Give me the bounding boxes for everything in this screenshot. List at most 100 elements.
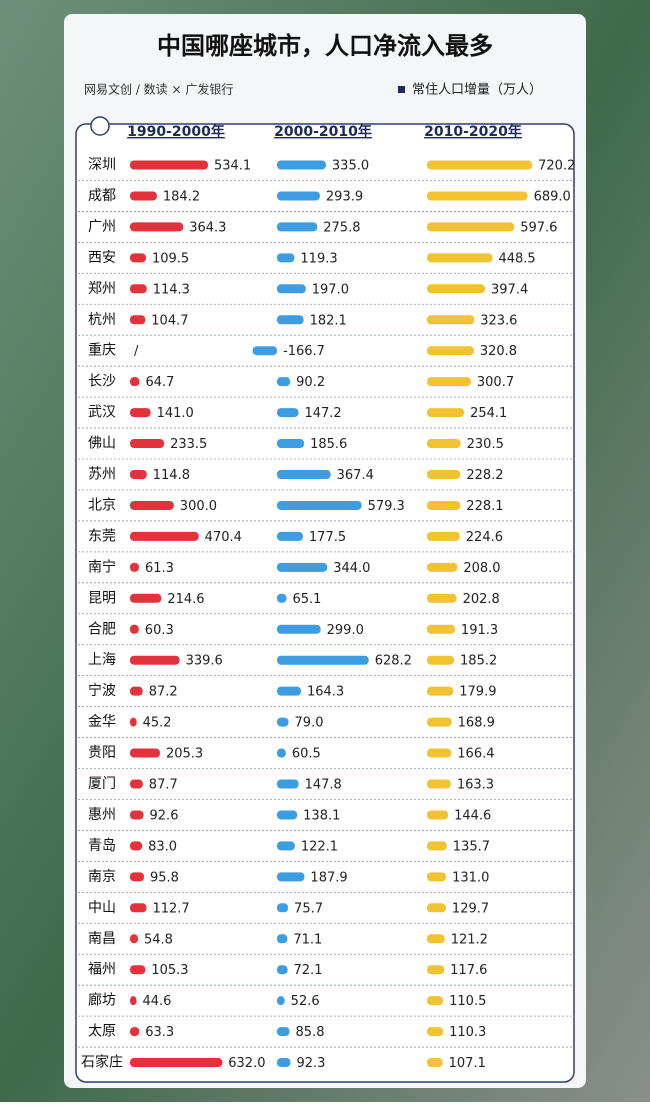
value-label: 104.7: [151, 313, 188, 328]
value-label: 323.6: [480, 313, 517, 328]
value-label: 224.6: [466, 530, 503, 545]
bar: [277, 408, 299, 418]
value-label: 230.5: [467, 437, 504, 452]
bar: [427, 531, 460, 541]
bar: [427, 160, 533, 170]
bar: [130, 1027, 140, 1037]
bar: [277, 748, 286, 758]
value-label: -166.7: [283, 344, 325, 359]
bar: [277, 841, 295, 851]
value-label: 109.5: [152, 251, 189, 266]
bar: [277, 965, 288, 975]
bar: [427, 810, 449, 820]
bar: [427, 500, 461, 510]
bar: [252, 346, 277, 356]
bar: [427, 965, 445, 975]
category-label: 福州: [88, 962, 116, 978]
bar: [277, 872, 305, 882]
value-label: 197.0: [312, 282, 349, 297]
value-label: 119.3: [300, 251, 337, 266]
bar: [427, 284, 486, 294]
value-label: 117.6: [450, 963, 487, 978]
value-label: 233.5: [170, 437, 207, 452]
bar: [277, 934, 288, 944]
category-label: 南京: [88, 869, 116, 885]
bar: [427, 748, 452, 758]
value-label: 131.0: [452, 870, 489, 885]
category-label: 太原: [88, 1024, 116, 1040]
value-label: 335.0: [332, 159, 369, 174]
category-label: 中山: [88, 900, 116, 916]
bar: [277, 1027, 290, 1037]
bar: [277, 253, 295, 263]
value-label: 166.4: [457, 747, 494, 762]
category-label: 上海: [88, 652, 116, 668]
category-label: 广州: [88, 219, 116, 235]
bar: [277, 903, 289, 913]
bar: [427, 377, 471, 387]
bar: [427, 686, 454, 696]
category-label: 重庆: [88, 343, 116, 359]
bar: [427, 222, 515, 232]
pin-icon: [90, 116, 110, 136]
bar: [130, 500, 174, 510]
value-label: 187.9: [310, 870, 347, 885]
table-frame: [75, 123, 575, 1083]
bar: [130, 934, 139, 944]
bar: [130, 841, 143, 851]
bar: [277, 624, 321, 634]
value-label: 320.8: [480, 344, 517, 359]
bar: [427, 470, 461, 479]
bar: [130, 222, 184, 232]
bar: [427, 1058, 443, 1068]
value-label: 71.1: [293, 932, 322, 947]
bar: [277, 593, 287, 603]
value-label: 121.2: [451, 932, 488, 947]
category-label: 石家庄: [81, 1054, 123, 1071]
value-label: 144.6: [454, 808, 491, 823]
value-label: 64.7: [145, 375, 174, 390]
value-label: 135.7: [453, 839, 490, 854]
bar: [277, 779, 299, 789]
bar: [277, 470, 331, 479]
value-label: 83.0: [148, 839, 177, 854]
value-label: 339.6: [186, 654, 223, 669]
bar: [130, 377, 140, 387]
bar: [427, 439, 461, 449]
category-label: 深圳: [88, 157, 116, 173]
value-label: 275.8: [323, 220, 360, 235]
bar: [130, 253, 146, 263]
value-label: 147.2: [304, 406, 341, 421]
bar: [427, 779, 451, 789]
source: 网易文创 / 数读 × 广发银行: [84, 82, 233, 97]
value-label: 228.1: [466, 499, 503, 514]
value-label: 163.3: [457, 778, 494, 793]
bar: [427, 1027, 444, 1037]
bar: [130, 965, 146, 975]
bar: [130, 531, 199, 541]
category-label: 武汉: [88, 405, 116, 421]
value-label: 65.1: [293, 592, 322, 607]
value-label: 191.3: [461, 623, 498, 638]
bar: [277, 377, 291, 387]
bar: [130, 686, 143, 696]
value-label: 92.6: [150, 808, 179, 823]
value-label: 448.5: [498, 251, 535, 266]
value-label: 300.7: [477, 375, 514, 390]
value-label: 597.6: [520, 220, 557, 235]
category-label: 贵阳: [88, 745, 116, 761]
bar: [427, 408, 465, 418]
bar: [277, 717, 289, 727]
category-label: 南宁: [88, 558, 116, 575]
bar: [427, 253, 493, 263]
value-label: 579.3: [368, 499, 405, 514]
value-label: 141.0: [157, 406, 194, 421]
value-label: 184.2: [163, 189, 200, 204]
value-label: 44.6: [143, 994, 172, 1009]
value-label: 79.0: [295, 716, 324, 731]
value-label: 628.2: [375, 654, 412, 669]
bar: [277, 160, 326, 170]
category-label: 东莞: [88, 528, 116, 544]
bar: [277, 810, 298, 820]
bar: [427, 841, 447, 851]
